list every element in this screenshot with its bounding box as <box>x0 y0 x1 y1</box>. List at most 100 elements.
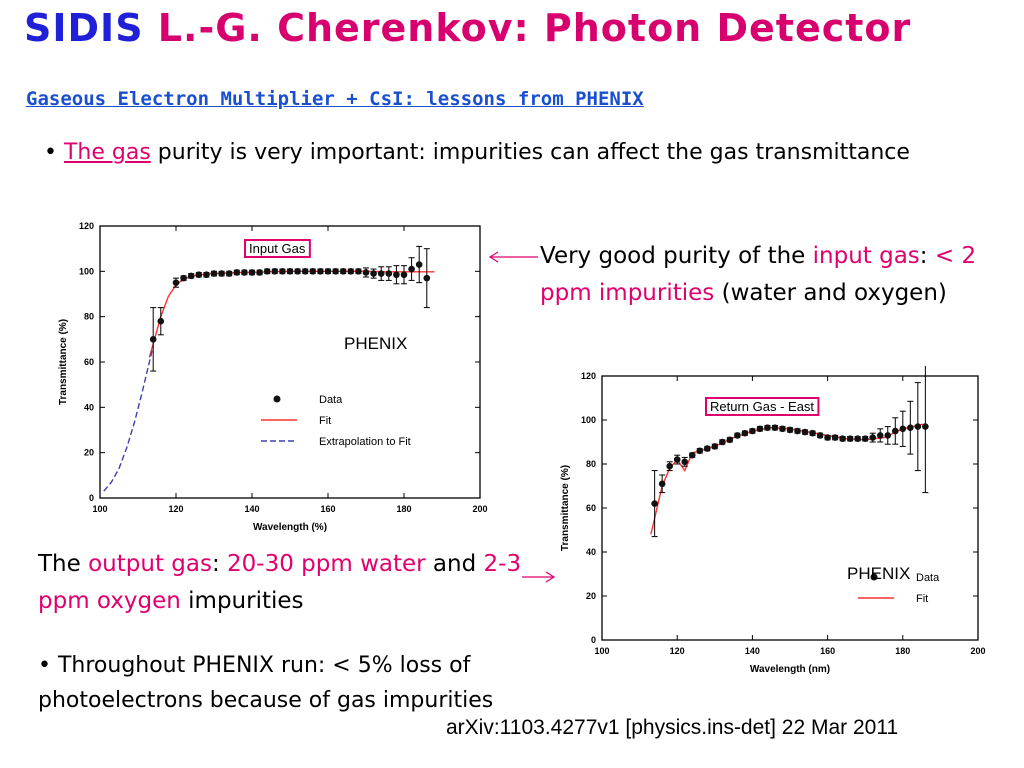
x-tick-label: 200 <box>970 646 985 656</box>
note-text: : <box>919 243 935 269</box>
data-point <box>415 261 423 268</box>
data-point <box>400 271 408 279</box>
y-tick-label: 20 <box>586 591 596 601</box>
data-point <box>771 424 779 431</box>
chart-title: Input Gas <box>249 241 306 256</box>
data-point <box>809 429 816 437</box>
data-point <box>756 425 764 433</box>
data-point <box>914 423 922 430</box>
x-tick-label: 140 <box>745 646 760 656</box>
data-point <box>423 274 431 282</box>
data-point <box>172 279 180 286</box>
title-part-sidis: SIDIS <box>24 6 144 50</box>
data-point <box>681 458 689 466</box>
data-point <box>658 480 666 488</box>
data-point <box>317 268 324 275</box>
chart-title-box <box>244 239 311 258</box>
bullet-text: purity is very important: impurities can… <box>150 140 910 165</box>
data-point <box>377 270 385 277</box>
chart-title: Return Gas - East <box>710 399 814 414</box>
data-point <box>248 269 256 276</box>
data-point <box>839 435 846 442</box>
chart-input-gas: 100 120 140 160 180 200 0 20 40 60 80 100 120 Wavelen… <box>58 221 488 533</box>
x-tick-label: 200 <box>472 504 487 514</box>
x-axis-label: Wavelength (%) <box>253 522 327 533</box>
bullet-marker: • <box>44 140 57 165</box>
data-point <box>891 427 899 435</box>
y-tick-label: 120 <box>79 221 94 231</box>
output-gas-note: The output gas: 20-30 ppm water and 2-3 … <box>38 546 538 620</box>
data-point <box>149 336 157 343</box>
note-highlight: output gas <box>88 551 212 577</box>
data-point <box>741 429 749 437</box>
data-point <box>233 269 241 276</box>
data-point <box>355 268 362 275</box>
bullet-gas-purity: • The gas purity is very important: impu… <box>44 136 984 170</box>
y-tick-label: 20 <box>84 448 94 458</box>
x-tick-label: 140 <box>244 504 259 514</box>
data-point <box>666 462 673 470</box>
x-tick-label: 100 <box>594 646 609 656</box>
data-point <box>719 438 726 446</box>
data-point <box>339 268 347 275</box>
data-point <box>651 500 658 507</box>
y-tick-label: 40 <box>586 547 596 557</box>
data-point <box>263 268 271 275</box>
data-point <box>195 271 203 279</box>
data-point <box>749 427 756 435</box>
data-point <box>876 432 884 439</box>
legend-marker <box>870 573 878 581</box>
bullet-highlight: The gas <box>63 140 151 165</box>
data-point <box>332 268 339 275</box>
note-text: Very good purity of the <box>540 243 813 269</box>
input-gas-note: Very good purity of the input gas: < 2 p… <box>540 238 1000 312</box>
data-point <box>711 443 719 450</box>
data-point <box>786 426 794 434</box>
y-axis-label: Transmittance (%) <box>58 319 69 405</box>
x-tick-label: 120 <box>670 646 685 656</box>
extrapolation-line <box>103 345 154 492</box>
bullet-photoelectron-loss: • Throughout PHENIX run: < 5% loss of ph… <box>38 653 494 713</box>
data-point <box>256 269 263 276</box>
legend-label: Fit <box>916 593 928 605</box>
note-highlight: 2-3 ppm oxygen <box>38 551 522 614</box>
data-point <box>187 272 195 280</box>
note-highlight: < 2 ppm impurities <box>540 243 977 306</box>
y-tick-label: 0 <box>89 493 94 503</box>
data-point <box>362 269 370 276</box>
data-point <box>764 424 771 431</box>
x-tick-label: 160 <box>320 504 335 514</box>
note-highlight: input gas <box>812 243 920 269</box>
data-point <box>203 271 210 279</box>
note-text: : <box>211 551 228 577</box>
y-tick-label: 60 <box>586 503 596 513</box>
data-point <box>703 445 711 452</box>
fit-line <box>650 423 926 535</box>
data-point <box>726 436 734 444</box>
data-point <box>734 432 741 439</box>
x-tick-label: 160 <box>820 646 835 656</box>
y-tick-label: 100 <box>79 266 94 276</box>
plot-frame <box>99 225 481 499</box>
data-point <box>673 456 681 463</box>
legend-label: Data <box>916 572 940 584</box>
data-point <box>370 270 377 277</box>
y-tick-label: 80 <box>84 312 94 322</box>
data-point <box>157 317 165 325</box>
data-point <box>907 424 914 431</box>
data-point <box>688 451 696 459</box>
data-point <box>899 425 907 433</box>
data-point <box>696 447 704 455</box>
phenix-label: PHENIX <box>344 334 408 353</box>
data-point <box>831 434 839 441</box>
x-tick-label: 100 <box>92 504 107 514</box>
data-point <box>801 428 809 436</box>
data-point <box>180 274 187 282</box>
note-highlight: 20-30 ppm water <box>227 551 426 577</box>
data-point <box>824 434 831 441</box>
arrow-to-input-gas-note <box>488 251 538 263</box>
data-point <box>309 268 317 275</box>
data-point <box>869 434 877 441</box>
reference-citation: arXiv:1103.4277v1 [physics.ins-det] 22 M… <box>446 716 899 739</box>
